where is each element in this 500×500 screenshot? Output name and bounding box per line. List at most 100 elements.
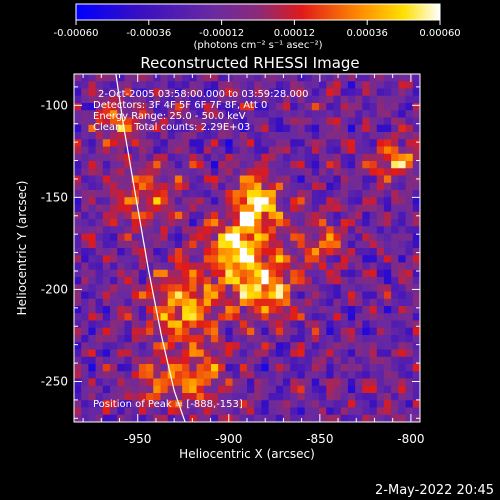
heatmap-cell	[275, 161, 284, 169]
heatmap-cell	[117, 175, 125, 184]
heatmap-cell	[362, 182, 370, 191]
heatmap-cell	[355, 371, 363, 379]
heatmap-cell	[131, 161, 140, 169]
heatmap-cell	[369, 175, 378, 184]
heatmap-cell	[391, 168, 399, 176]
heatmap-cell	[160, 124, 169, 133]
heatmap-cell	[239, 327, 248, 336]
heatmap-cell	[225, 364, 233, 372]
heatmap-cell	[355, 320, 363, 329]
heatmap-cell	[239, 168, 248, 176]
heatmap-cell	[297, 204, 306, 213]
y-tick-label: -200	[41, 282, 68, 296]
heatmap-cell	[81, 226, 89, 234]
heatmap-cell	[153, 306, 161, 314]
heatmap-cell	[95, 291, 104, 300]
heatmap-cell	[355, 153, 363, 162]
heatmap-cell	[182, 233, 190, 242]
heatmap-cell	[283, 400, 291, 408]
heatmap-cell	[117, 146, 125, 155]
heatmap-cell	[225, 110, 233, 118]
heatmap-cell	[239, 117, 248, 126]
heatmap-cell	[167, 342, 176, 350]
heatmap-cell	[131, 88, 140, 97]
heatmap-cell	[261, 291, 270, 300]
heatmap-cell	[369, 204, 378, 213]
heatmap-cell	[74, 306, 82, 314]
heatmap-cell	[167, 327, 176, 336]
heatmap-cell	[355, 197, 363, 205]
heatmap-cell	[218, 284, 226, 292]
heatmap-cell	[203, 204, 212, 213]
heatmap-cell	[311, 95, 320, 104]
heatmap-cell	[117, 74, 125, 82]
heatmap-cell	[218, 298, 226, 307]
heatmap-cell	[117, 298, 125, 307]
heatmap-cell	[247, 320, 255, 329]
heatmap-cell	[297, 226, 306, 234]
heatmap-cell	[326, 74, 334, 82]
heatmap-cell	[189, 117, 197, 126]
heatmap-cell	[261, 124, 270, 133]
heatmap-cell	[210, 197, 219, 205]
heatmap-cell	[412, 146, 420, 155]
heatmap-cell	[261, 255, 270, 263]
heatmap-cell	[319, 161, 327, 169]
heatmap-cell	[239, 248, 248, 256]
heatmap-cell	[174, 74, 183, 82]
heatmap-cell	[412, 306, 420, 314]
heatmap-cell	[326, 335, 334, 343]
heatmap-cell	[261, 277, 270, 285]
heatmap-cell	[326, 248, 334, 256]
heatmap-cell	[326, 414, 334, 422]
heatmap-cell	[153, 88, 161, 97]
heatmap-cell	[117, 371, 125, 379]
heatmap-cell	[138, 182, 147, 191]
heatmap-cell	[182, 277, 190, 285]
heatmap-cell	[268, 306, 277, 314]
heatmap-cell	[340, 371, 349, 379]
heatmap-cell	[182, 219, 190, 227]
heatmap-cell	[340, 240, 349, 249]
heatmap-cell	[232, 327, 241, 336]
heatmap-cell	[153, 356, 161, 365]
heatmap-cell	[247, 378, 255, 387]
heatmap-cell	[182, 291, 190, 300]
heatmap-cell	[355, 81, 363, 89]
heatmap-cell	[297, 364, 306, 372]
heatmap-cell	[275, 153, 284, 162]
heatmap-cell	[203, 313, 212, 321]
heatmap-cell	[182, 110, 190, 118]
heatmap-cell	[160, 175, 169, 184]
heatmap-cell	[210, 414, 219, 422]
heatmap-cell	[131, 74, 140, 82]
heatmap-cell	[239, 132, 248, 140]
heatmap-cell	[383, 385, 392, 394]
heatmap-cell	[283, 95, 291, 104]
heatmap-cell	[239, 240, 248, 249]
heatmap-cell	[210, 103, 219, 111]
heatmap-cell	[247, 211, 255, 220]
heatmap-cell	[247, 298, 255, 307]
heatmap-cell	[333, 132, 342, 140]
heatmap-cell	[283, 132, 291, 140]
heatmap-cell	[275, 190, 284, 198]
heatmap-cell	[290, 161, 298, 169]
heatmap-cell	[376, 335, 385, 343]
heatmap-cell	[138, 190, 147, 198]
heatmap-cell	[138, 204, 147, 213]
heatmap-cell	[153, 74, 161, 82]
heatmap-cell	[362, 132, 370, 140]
heatmap-cell	[297, 277, 306, 285]
heatmap-cell	[225, 378, 233, 387]
heatmap-cell	[88, 146, 97, 155]
heatmap-cell	[110, 233, 118, 242]
heatmap-cell	[146, 385, 154, 394]
heatmap-cell	[138, 277, 147, 285]
heatmap-cell	[102, 414, 111, 422]
heatmap-cell	[275, 269, 284, 278]
heatmap-cell	[412, 74, 420, 82]
heatmap-cell	[383, 182, 392, 191]
heatmap-cell	[290, 124, 298, 133]
heatmap-cell	[117, 400, 125, 408]
